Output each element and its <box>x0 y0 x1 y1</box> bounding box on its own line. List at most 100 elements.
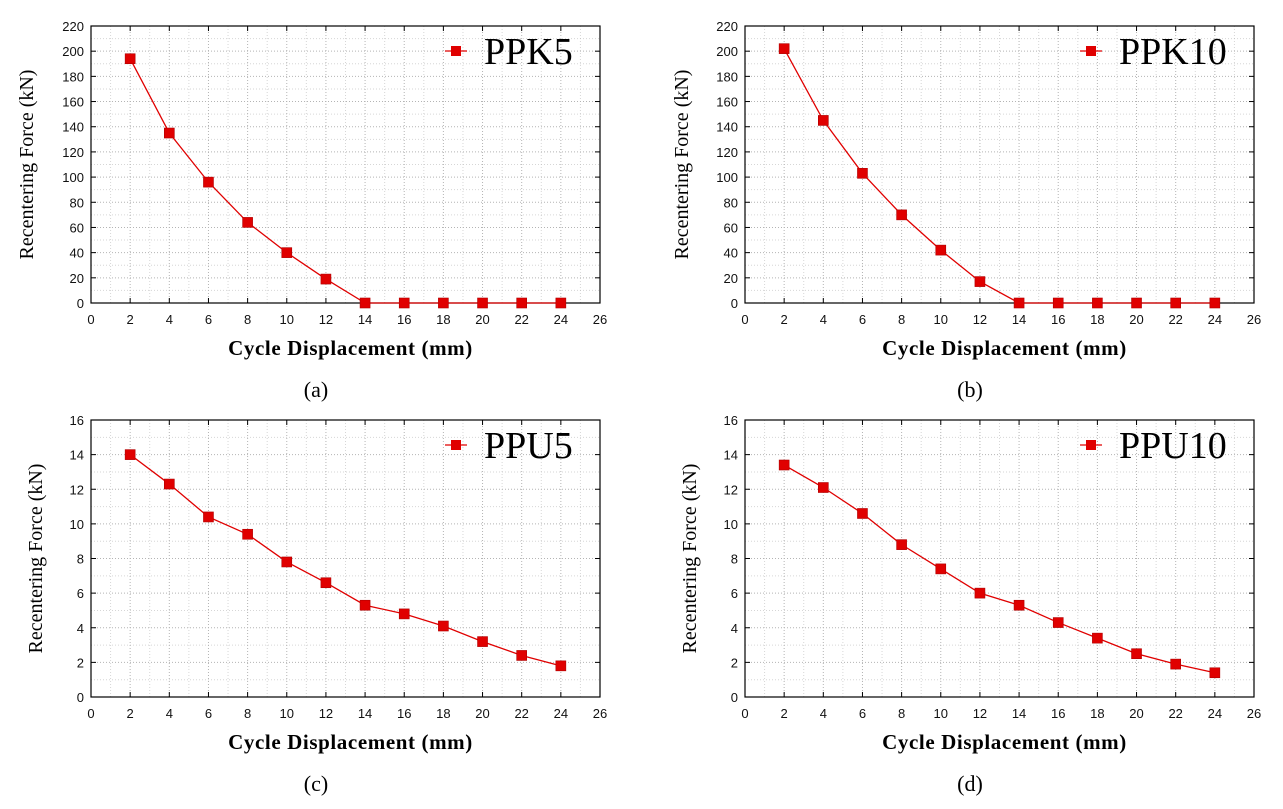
data-point <box>818 115 829 126</box>
data-point <box>1170 658 1181 670</box>
legend-label: PPK10 <box>1119 31 1227 73</box>
data-point <box>778 43 790 54</box>
data-point <box>242 217 253 228</box>
x-tick-label: 4 <box>166 312 173 327</box>
grid <box>91 420 600 697</box>
x-tick-label: 8 <box>898 312 905 327</box>
x-tick-label: 10 <box>280 706 294 721</box>
data-point <box>1131 648 1142 660</box>
legend: PPK10 <box>1080 31 1227 73</box>
x-tick-label: 4 <box>166 706 173 721</box>
x-tick-label: 6 <box>859 706 866 721</box>
data-point <box>555 660 567 672</box>
data-point <box>320 577 332 589</box>
data-point <box>1131 297 1142 309</box>
y-tick-label: 40 <box>724 246 738 261</box>
y-tick-label: 10 <box>724 517 738 532</box>
data-point <box>359 599 371 611</box>
y-tick-label: 180 <box>716 69 738 84</box>
x-tick-label: 24 <box>1208 312 1222 327</box>
y-tick-label: 0 <box>731 296 738 311</box>
grid <box>745 420 1254 697</box>
y-tick-label: 140 <box>716 120 738 135</box>
y-tick-label: 8 <box>731 552 738 567</box>
x-tick-label: 16 <box>1051 312 1065 327</box>
x-tick-label: 18 <box>1090 706 1104 721</box>
y-tick-label: 160 <box>62 95 84 110</box>
data-point <box>857 168 868 179</box>
x-tick-label: 12 <box>973 312 987 327</box>
y-tick-label: 4 <box>731 621 738 636</box>
y-tick-label: 100 <box>716 170 738 185</box>
x-tick-label: 20 <box>1129 312 1143 327</box>
y-tick-label: 20 <box>724 271 738 286</box>
data-point <box>778 459 790 471</box>
legend: PPK5 <box>445 31 573 73</box>
legend-marker <box>451 46 461 56</box>
y-tick-label: 12 <box>724 482 738 497</box>
data-point <box>359 297 371 309</box>
data-point <box>896 209 907 221</box>
x-tick-label: 2 <box>781 706 788 721</box>
x-tick-label: 6 <box>205 312 212 327</box>
legend-marker <box>1086 440 1096 450</box>
data-point <box>438 297 449 309</box>
y-axis-title: Recentering Force (kN) <box>671 70 693 260</box>
y-axis-title: Recentering Force (kN) <box>25 464 47 654</box>
plot-frame <box>744 25 1255 304</box>
x-tick-label: 22 <box>1168 706 1182 721</box>
series-line <box>783 48 1215 304</box>
y-tick-label: 10 <box>70 517 84 532</box>
x-tick-label: 4 <box>820 706 827 721</box>
x-tick-label: 26 <box>593 706 607 721</box>
data-point <box>1013 599 1025 611</box>
x-tick-label: 2 <box>127 706 134 721</box>
x-axis-title: Cycle Displacement (mm) <box>228 730 473 754</box>
x-tick-label: 18 <box>436 312 450 327</box>
y-tick-label: 100 <box>62 170 84 185</box>
data-point <box>477 636 488 647</box>
data-point <box>896 539 907 550</box>
legend-label: PPK5 <box>484 31 573 73</box>
x-tick-label: 2 <box>781 312 788 327</box>
chart-panel-3: 0 2 4 6 8 10 12 14 16 18 20 22 24 260246810121416Cycl… <box>25 413 607 796</box>
x-tick-label: 14 <box>358 312 372 327</box>
data-point <box>438 620 449 632</box>
chart-panel-1: 0 2 4 6 8 10 12 14 16 18 20 22 24 2602040608010012014… <box>16 19 607 402</box>
data-point <box>555 297 567 309</box>
x-tick-label: 22 <box>514 706 528 721</box>
panel-caption: (a) <box>304 377 328 402</box>
y-tick-label: 220 <box>62 19 84 34</box>
data-point <box>1013 297 1025 309</box>
data-point <box>974 587 986 599</box>
x-tick-label: 8 <box>244 706 251 721</box>
y-tick-label: 80 <box>724 195 738 210</box>
data-point <box>124 449 136 460</box>
x-tick-label: 12 <box>319 706 333 721</box>
x-tick-label: 26 <box>593 312 607 327</box>
y-tick-label: 0 <box>77 690 84 705</box>
y-tick-label: 6 <box>731 586 738 601</box>
y-tick-label: 140 <box>62 120 84 135</box>
x-tick-label: 8 <box>244 312 251 327</box>
plot-frame <box>90 25 601 304</box>
data-point <box>164 127 175 139</box>
data-point <box>1052 617 1064 628</box>
x-tick-label: 12 <box>973 706 987 721</box>
x-axis-title: Cycle Displacement (mm) <box>228 336 473 360</box>
legend-marker <box>451 440 461 450</box>
x-tick-label: 0 <box>87 312 94 327</box>
y-tick-label: 20 <box>70 271 84 286</box>
data-point <box>1092 297 1103 309</box>
series-line <box>783 464 1215 674</box>
legend: PPU10 <box>1080 425 1227 467</box>
x-tick-label: 22 <box>514 312 528 327</box>
data-point <box>124 53 136 65</box>
y-axis-title: Recentering Force (kN) <box>16 70 38 260</box>
data-point <box>164 478 175 490</box>
data-point <box>1209 667 1221 679</box>
x-tick-label: 16 <box>397 706 411 721</box>
x-tick-label: 20 <box>475 706 489 721</box>
y-tick-label: 8 <box>77 552 84 567</box>
data-point <box>516 650 527 661</box>
